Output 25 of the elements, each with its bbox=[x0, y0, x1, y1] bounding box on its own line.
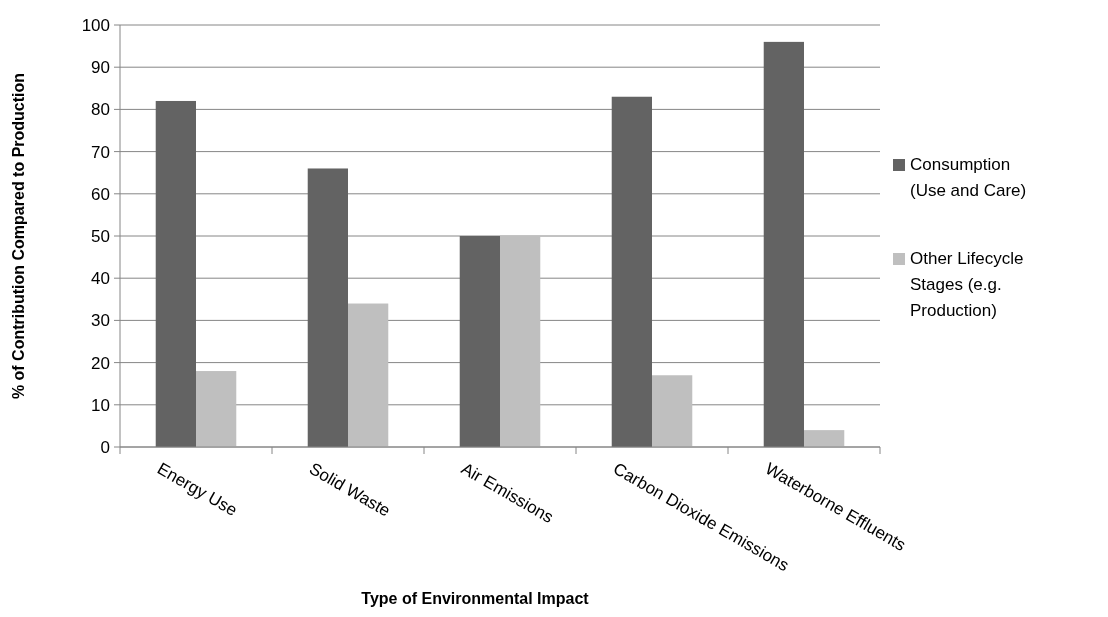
y-tick-label: 100 bbox=[81, 15, 110, 35]
y-axis-title: % of Contribution Compared to Production bbox=[10, 72, 27, 400]
legend-label: Consumption (Use and Care) bbox=[910, 155, 1027, 200]
y-tick-label: 40 bbox=[91, 269, 110, 289]
bar bbox=[763, 41, 804, 447]
y-tick-label: 70 bbox=[91, 142, 110, 162]
x-axis-title: Type of Environmental Impact bbox=[361, 590, 590, 607]
y-tick-label: 0 bbox=[100, 437, 110, 457]
y-tick-label: 20 bbox=[91, 353, 110, 373]
bar bbox=[459, 236, 500, 447]
y-tick-label: 50 bbox=[91, 226, 110, 246]
y-tick-label: 80 bbox=[91, 100, 110, 120]
bar bbox=[196, 371, 237, 447]
legend-label: Other Lifecycle Stages (e.g. Production) bbox=[910, 249, 1024, 320]
bar bbox=[652, 375, 693, 447]
bar bbox=[155, 100, 196, 447]
bar bbox=[307, 168, 348, 447]
bar bbox=[804, 430, 845, 447]
bar bbox=[500, 236, 541, 447]
y-tick-label: 60 bbox=[91, 184, 110, 204]
y-tick-label: 30 bbox=[91, 311, 110, 331]
y-tick-label: 10 bbox=[91, 395, 110, 415]
y-tick-label: 90 bbox=[91, 58, 110, 78]
bar bbox=[348, 303, 389, 447]
bar bbox=[611, 96, 652, 447]
